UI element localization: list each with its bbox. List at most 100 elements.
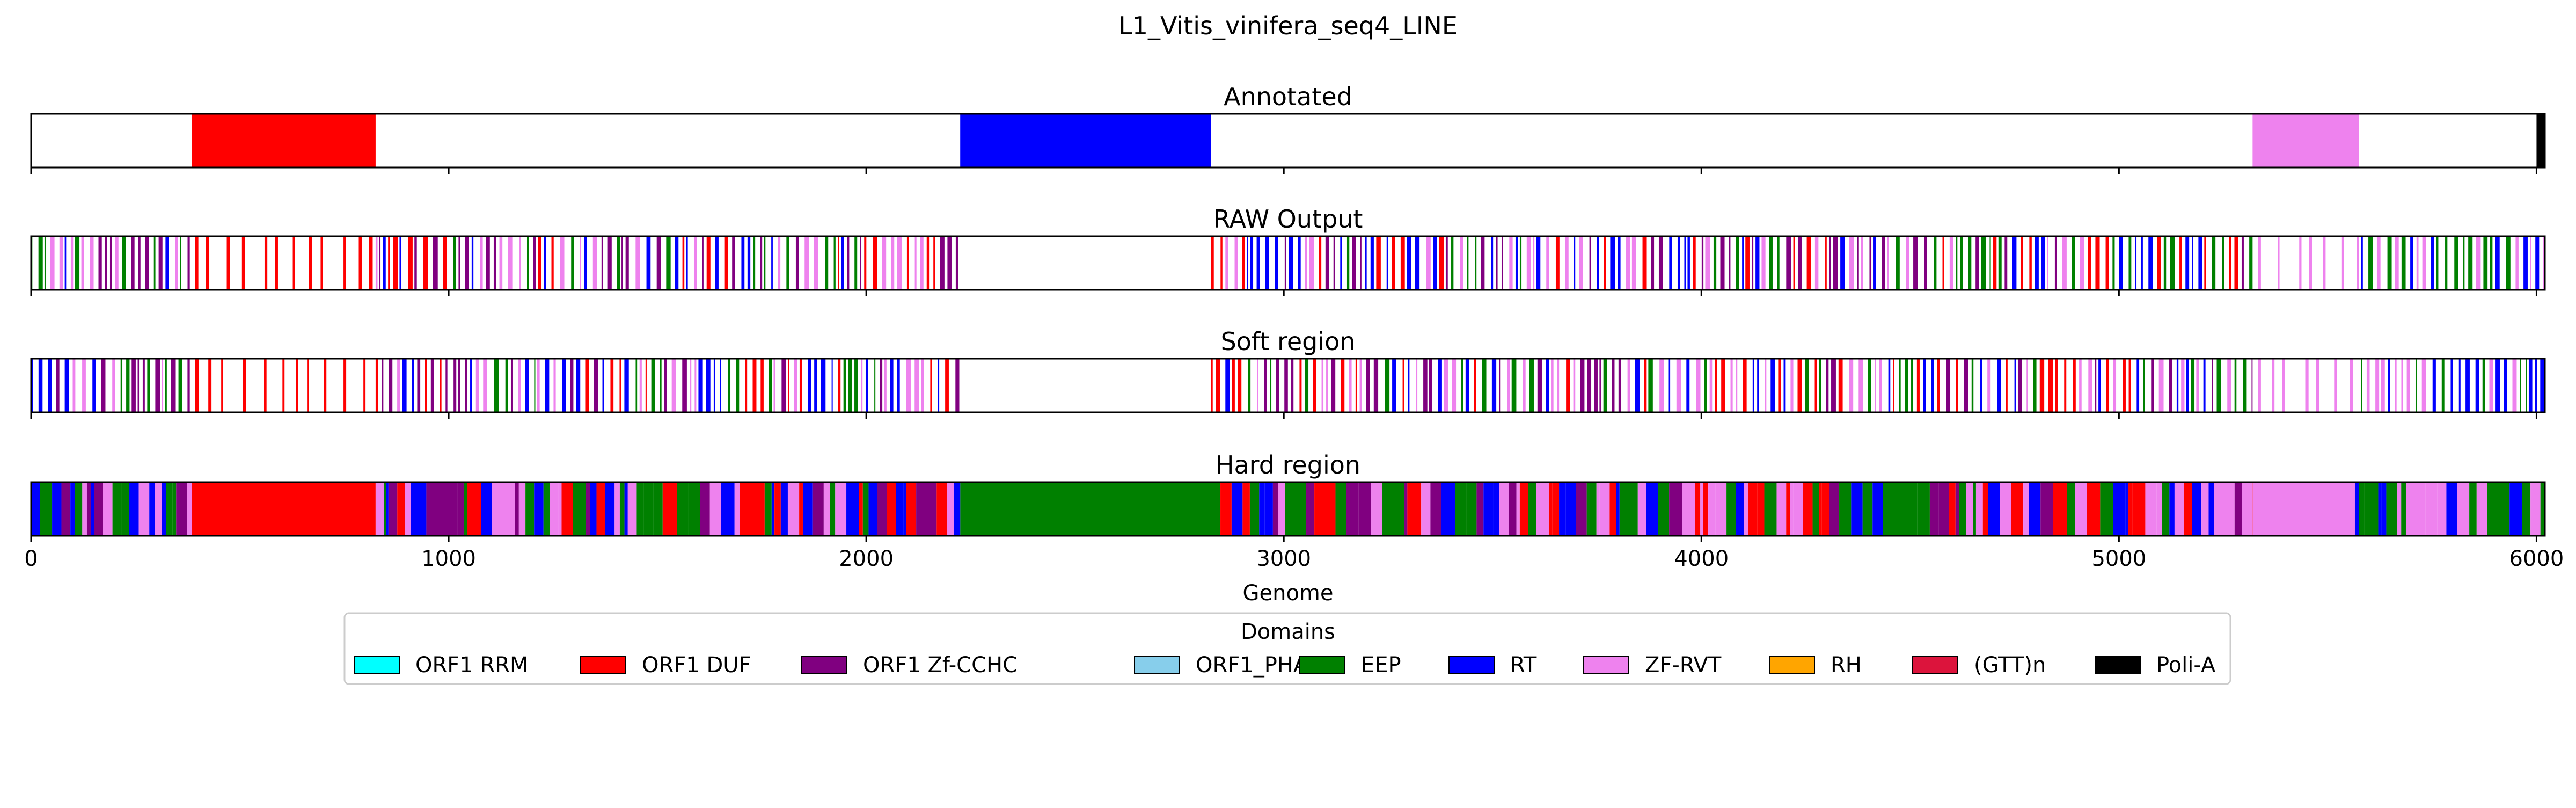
region-stripe-rt: [39, 359, 42, 412]
region-stripe-zf-rvt: [1421, 482, 1430, 536]
region-stripe-eep: [2497, 482, 2509, 536]
region-stripe-orf1-duf: [788, 359, 789, 412]
x-tick-label: 5000: [2091, 547, 2146, 571]
region-stripe-eep: [2217, 359, 2221, 412]
region-stripe-orf1-duf: [927, 236, 929, 290]
region-stripe-zf-rvt: [2196, 359, 2199, 412]
region-stripe-orf1-duf: [1474, 359, 1476, 412]
region-stripe-orf1-duf: [282, 359, 284, 412]
region-stripe-eep: [2469, 482, 2477, 536]
region-stripe-zf-rvt: [2242, 482, 2252, 536]
region-stripe-eep: [573, 482, 586, 536]
region-stripe-rt: [2185, 236, 2189, 290]
region-stripe-zf-rvt: [1976, 482, 1983, 536]
region-stripe-orf1-duf: [227, 236, 230, 290]
region-stripe-eep: [1999, 236, 2002, 290]
region-stripe-orf1-zf-cchc: [1264, 359, 1267, 412]
region-stripe-zf-rvt: [1360, 359, 1362, 412]
region-stripe-orf1-duf: [683, 236, 685, 290]
region-stripe-zf-rvt: [1235, 236, 1238, 290]
region-stripe-rt: [2208, 482, 2214, 536]
region-stripe-zf-rvt: [1626, 236, 1630, 290]
region-stripe-rt: [2446, 482, 2457, 536]
region-stripe-orf1-duf: [2157, 236, 2161, 290]
region-stripe-rt: [1618, 236, 1620, 290]
region-stripe-orf1-zf-cchc: [1331, 359, 1335, 412]
region-stripe-zf-rvt: [2258, 359, 2261, 412]
region-stripe-zf-rvt: [518, 359, 521, 412]
region-stripe-orf1-zf-cchc: [494, 236, 496, 290]
region-stripe-orf1-zf-cchc: [453, 359, 456, 412]
region-stripe-orf1-duf: [2095, 236, 2099, 290]
region-stripe-zf-rvt: [376, 236, 378, 290]
region-stripe-orf1-zf-cchc: [700, 482, 710, 536]
region-stripe-eep: [154, 236, 156, 290]
region-stripe-orf1-zf-cchc: [1587, 359, 1591, 412]
region-stripe-orf1-duf: [596, 482, 605, 536]
legend-swatch: [1913, 656, 1958, 673]
region-stripe-zf-rvt: [2214, 482, 2227, 536]
region-stripe-rt: [2126, 482, 2128, 536]
region-stripe-orf1-duf: [393, 236, 398, 290]
region-stripe-rt: [544, 236, 546, 290]
region-stripe-orf1-duf: [1604, 236, 1606, 290]
region-stripe-zf-rvt: [175, 236, 178, 290]
region-stripe-rt: [399, 236, 401, 290]
region-stripe-rt: [472, 236, 473, 290]
region-stripe-orf1-zf-cchc: [436, 482, 447, 536]
region-stripe-zf-rvt: [2113, 359, 2116, 412]
region-stripe-zf-rvt: [2159, 359, 2164, 412]
region-stripe-zf-rvt: [1416, 359, 1418, 412]
region-stripe-rt: [1872, 482, 1883, 536]
region-stripe-eep: [2212, 236, 2215, 290]
region-stripe-eep: [179, 359, 182, 412]
region-stripe-orf1-duf: [2040, 359, 2044, 412]
region-stripe-rt: [741, 236, 744, 290]
region-stripe-zf-rvt: [2407, 359, 2410, 412]
region-stripe-zf-rvt: [1517, 482, 1520, 536]
region-stripe-zf-rvt: [690, 359, 691, 412]
region-stripe-zf-rvt: [1322, 359, 1323, 412]
region-stripe-rt: [1997, 359, 2001, 412]
region-stripe-orf1-duf: [423, 236, 428, 290]
region-stripe-rt: [1264, 482, 1273, 536]
region-stripe-orf1-duf: [1745, 236, 1750, 290]
region-stripe-rt: [868, 482, 877, 536]
region-stripe-orf1-zf-cchc: [1576, 482, 1587, 536]
region-stripe-eep: [494, 359, 499, 412]
region-stripe-rt: [1669, 236, 1672, 290]
region-stripe-eep: [1769, 236, 1773, 290]
region-stripe-eep: [1391, 482, 1404, 536]
region-stripe-orf1-zf-cchc: [159, 236, 163, 290]
region-stripe-orf1-duf: [242, 236, 245, 290]
chart-title: L1_Vitis_vinifera_seq4_LINE: [1118, 11, 1458, 40]
region-stripe-eep: [1907, 482, 1918, 536]
region-stripe-rt: [129, 482, 139, 536]
region-stripe-zf-rvt: [1700, 482, 1703, 536]
region-stripe-rt: [2509, 482, 2522, 536]
region-stripe-eep: [786, 236, 789, 290]
region-stripe-orf1-duf: [760, 359, 764, 412]
region-stripe-eep: [652, 359, 655, 412]
region-stripe-orf1-zf-cchc: [1284, 359, 1288, 412]
region-stripe-orf1-zf-cchc: [813, 482, 824, 536]
region-stripe-orf1-zf-cchc: [1429, 359, 1432, 412]
region-stripe-zf-rvt: [1987, 359, 1990, 412]
region-stripe-orf1-zf-cchc: [1430, 482, 1441, 536]
region-stripe-orf1-zf-cchc: [594, 359, 598, 412]
region-stripe-rt: [832, 359, 833, 412]
region-stripe-eep: [2490, 236, 2492, 290]
region-stripe-eep: [874, 359, 875, 412]
region-stripe-zf-rvt: [947, 482, 954, 536]
region-stripe-orf1-duf: [467, 482, 481, 536]
region-stripe-orf1-zf-cchc: [110, 236, 112, 290]
region-stripe-zf-rvt: [915, 236, 917, 290]
region-stripe-zf-rvt: [1906, 236, 1909, 290]
region-stripe-rt: [2388, 359, 2390, 412]
legend-label: RT: [1510, 653, 1537, 678]
region-stripe-zf-rvt: [2342, 236, 2344, 290]
region-stripe-orf1-zf-cchc: [1964, 359, 1968, 412]
region-stripe-orf1-zf-cchc: [1956, 482, 1959, 536]
region-stripe-rt: [821, 359, 825, 412]
region-stripe-zf-rvt: [2406, 482, 2417, 536]
